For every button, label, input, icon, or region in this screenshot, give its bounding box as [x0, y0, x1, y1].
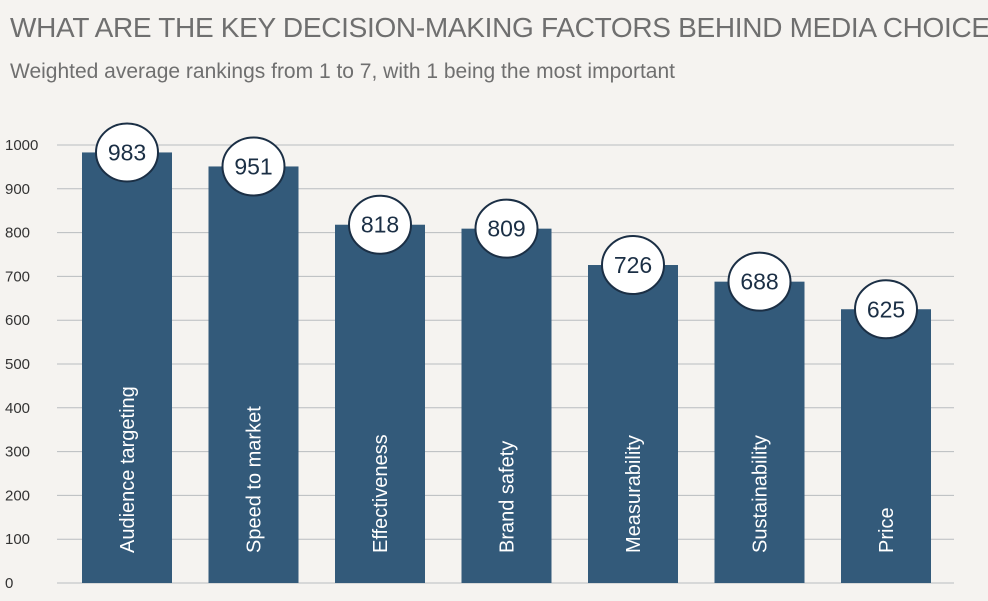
data-label: 688 — [740, 269, 778, 295]
data-label: 951 — [234, 153, 272, 179]
y-tick-label: 900 — [5, 181, 30, 198]
value-badge — [601, 235, 665, 296]
data-label: 809 — [487, 216, 525, 242]
y-tick-label: 700 — [5, 268, 30, 285]
chart-subtitle: Weighted average rankings from 1 to 7, w… — [10, 60, 675, 83]
data-label: 818 — [361, 212, 399, 238]
bar-category-label: Measurability — [623, 435, 645, 553]
y-tick-label: 1000 — [5, 137, 38, 154]
y-tick-label: 500 — [5, 356, 30, 373]
bar-category-label: Speed to market — [244, 406, 266, 553]
bar — [82, 152, 172, 584]
value-badge — [854, 279, 918, 340]
bar — [461, 228, 552, 583]
data-label: 726 — [614, 252, 652, 278]
y-tick-label: 400 — [5, 400, 30, 417]
y-tick-label: 200 — [5, 487, 30, 504]
y-tick-label: 100 — [5, 531, 30, 548]
bar — [588, 265, 678, 583]
y-tick-label: 0 — [5, 575, 13, 592]
value-badge — [221, 136, 286, 197]
bar — [714, 281, 805, 583]
chart-title: WHAT ARE THE KEY DECISION-MAKING FACTORS… — [10, 12, 988, 43]
bar-category-label: Audience targeting — [117, 386, 139, 553]
bar-category-label: Effectiveness — [370, 434, 392, 553]
data-label: 983 — [108, 139, 146, 165]
y-tick-label: 600 — [5, 312, 30, 329]
bar — [841, 309, 931, 583]
y-tick-label: 300 — [5, 444, 30, 461]
value-badge — [727, 251, 792, 312]
bar-category-label: Sustainability — [750, 435, 772, 553]
bar — [335, 224, 425, 583]
value-badge — [95, 122, 159, 183]
bar-category-label: Brand safety — [497, 441, 519, 553]
value-badge — [348, 194, 412, 255]
value-badge — [474, 198, 539, 259]
bar — [208, 166, 299, 583]
data-label: 625 — [867, 296, 905, 322]
y-tick-label: 800 — [5, 225, 30, 242]
bar-category-label: Price — [876, 507, 898, 553]
